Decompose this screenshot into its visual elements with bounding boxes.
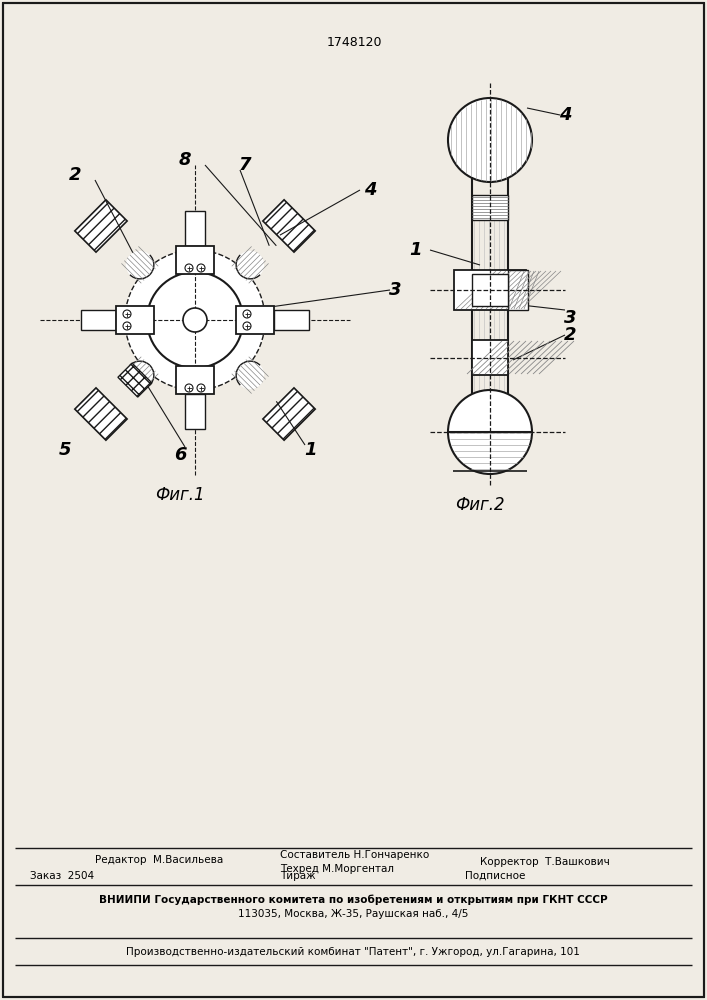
Polygon shape <box>233 358 288 413</box>
Text: Фиг.1: Фиг.1 <box>156 486 205 504</box>
Bar <box>472 370 508 432</box>
Circle shape <box>126 361 154 389</box>
Polygon shape <box>233 227 288 282</box>
Polygon shape <box>102 358 157 413</box>
Circle shape <box>126 251 154 279</box>
Polygon shape <box>118 363 152 397</box>
Circle shape <box>448 98 532 182</box>
Text: 3: 3 <box>389 281 402 299</box>
Bar <box>176 366 214 394</box>
Circle shape <box>185 384 193 392</box>
Circle shape <box>100 225 290 415</box>
Circle shape <box>185 264 193 272</box>
Text: 113035, Москва, Ж-35, Раушская наб., 4/5: 113035, Москва, Ж-35, Раушская наб., 4/5 <box>238 909 468 919</box>
Text: 1: 1 <box>409 241 421 259</box>
Text: Составитель Н.Гончаренко: Составитель Н.Гончаренко <box>280 850 429 860</box>
Circle shape <box>147 272 243 368</box>
Text: Подписное: Подписное <box>465 871 525 881</box>
Text: 1: 1 <box>304 441 316 459</box>
Bar <box>472 274 508 306</box>
Circle shape <box>123 322 131 330</box>
Polygon shape <box>102 227 157 282</box>
Bar <box>81 310 116 330</box>
Text: Корректор  Т.Вашкович: Корректор Т.Вашкович <box>480 857 609 867</box>
Bar <box>472 195 508 430</box>
Polygon shape <box>75 388 127 440</box>
Text: 6: 6 <box>174 446 186 464</box>
Bar <box>508 270 528 310</box>
Text: 4: 4 <box>559 106 571 124</box>
Circle shape <box>243 322 251 330</box>
Polygon shape <box>263 200 315 252</box>
Bar <box>472 340 508 375</box>
Text: 5: 5 <box>59 441 71 459</box>
Circle shape <box>243 310 251 318</box>
Bar <box>176 246 214 274</box>
Bar <box>472 195 508 220</box>
Circle shape <box>448 390 532 474</box>
Text: 7: 7 <box>239 156 251 174</box>
Text: 8: 8 <box>179 151 192 169</box>
Text: 4: 4 <box>363 181 376 199</box>
Text: Производственно-издательский комбинат "Патент", г. Ужгород, ул.Гагарина, 101: Производственно-издательский комбинат "П… <box>126 947 580 957</box>
Text: 2: 2 <box>69 166 81 184</box>
Bar <box>185 394 205 429</box>
Bar <box>454 270 526 310</box>
Circle shape <box>197 264 205 272</box>
Bar <box>274 310 309 330</box>
Bar <box>185 211 205 246</box>
Circle shape <box>183 308 207 332</box>
Circle shape <box>197 384 205 392</box>
Circle shape <box>123 310 131 318</box>
Circle shape <box>50 175 340 465</box>
Text: Редактор  М.Васильева: Редактор М.Васильева <box>95 855 223 865</box>
Circle shape <box>236 251 264 279</box>
Text: Тираж: Тираж <box>280 871 315 881</box>
Text: 1748120: 1748120 <box>326 35 382 48</box>
Circle shape <box>125 250 265 390</box>
Text: Техред М.Моргентал: Техред М.Моргентал <box>280 864 394 874</box>
Bar <box>236 306 274 334</box>
Text: Заказ  2504: Заказ 2504 <box>30 871 94 881</box>
Text: ВНИИПИ Государственного комитета по изобретениям и открытиям при ГКНТ СССР: ВНИИПИ Государственного комитета по изоб… <box>99 895 607 905</box>
Polygon shape <box>75 200 127 252</box>
Bar <box>116 306 154 334</box>
Text: 3: 3 <box>563 309 576 327</box>
Text: Фиг.2: Фиг.2 <box>455 496 505 514</box>
Circle shape <box>236 361 264 389</box>
Polygon shape <box>263 388 315 440</box>
Text: 2: 2 <box>563 326 576 344</box>
